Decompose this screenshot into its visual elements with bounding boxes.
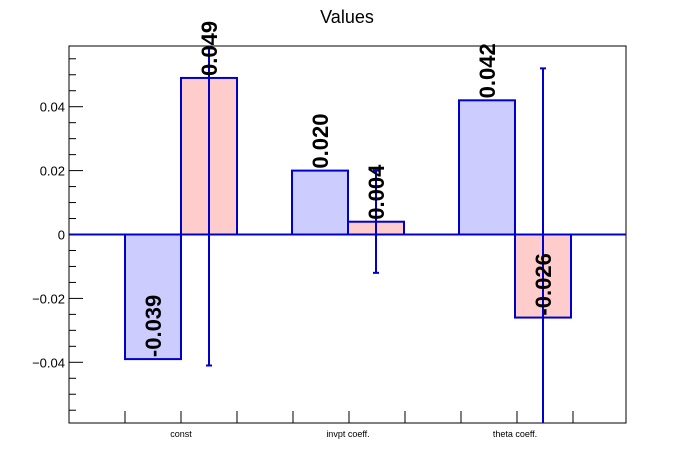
bars xyxy=(69,76,626,361)
y-tick-label: 0 xyxy=(58,228,65,243)
bar xyxy=(458,99,516,236)
y-tick-label: −0.04 xyxy=(32,355,65,370)
data-label: 0.049 xyxy=(197,21,222,76)
x-category-label: invpt coeff. xyxy=(326,429,369,439)
data-label: 0.042 xyxy=(475,43,500,98)
data-label: 0.004 xyxy=(364,164,389,220)
y-tick-label: 0.04 xyxy=(40,100,65,115)
data-label: -0.039 xyxy=(141,295,166,357)
chart-title: Values xyxy=(320,7,374,27)
x-category-label: const xyxy=(170,429,192,439)
y-tick-label: −0.02 xyxy=(32,291,65,306)
x-category-label: theta coeff. xyxy=(493,429,537,439)
error-bars xyxy=(206,46,546,423)
data-labels: -0.039 0.020 0.042 0.049 0.004 -0.026 xyxy=(141,21,556,357)
bar xyxy=(124,233,182,361)
x-axis: const invpt coeff. theta coeff. xyxy=(124,411,574,439)
bar xyxy=(291,169,349,236)
data-label: -0.026 xyxy=(531,253,556,315)
y-tick-label: 0.02 xyxy=(40,164,65,179)
data-label: 0.020 xyxy=(308,114,333,169)
